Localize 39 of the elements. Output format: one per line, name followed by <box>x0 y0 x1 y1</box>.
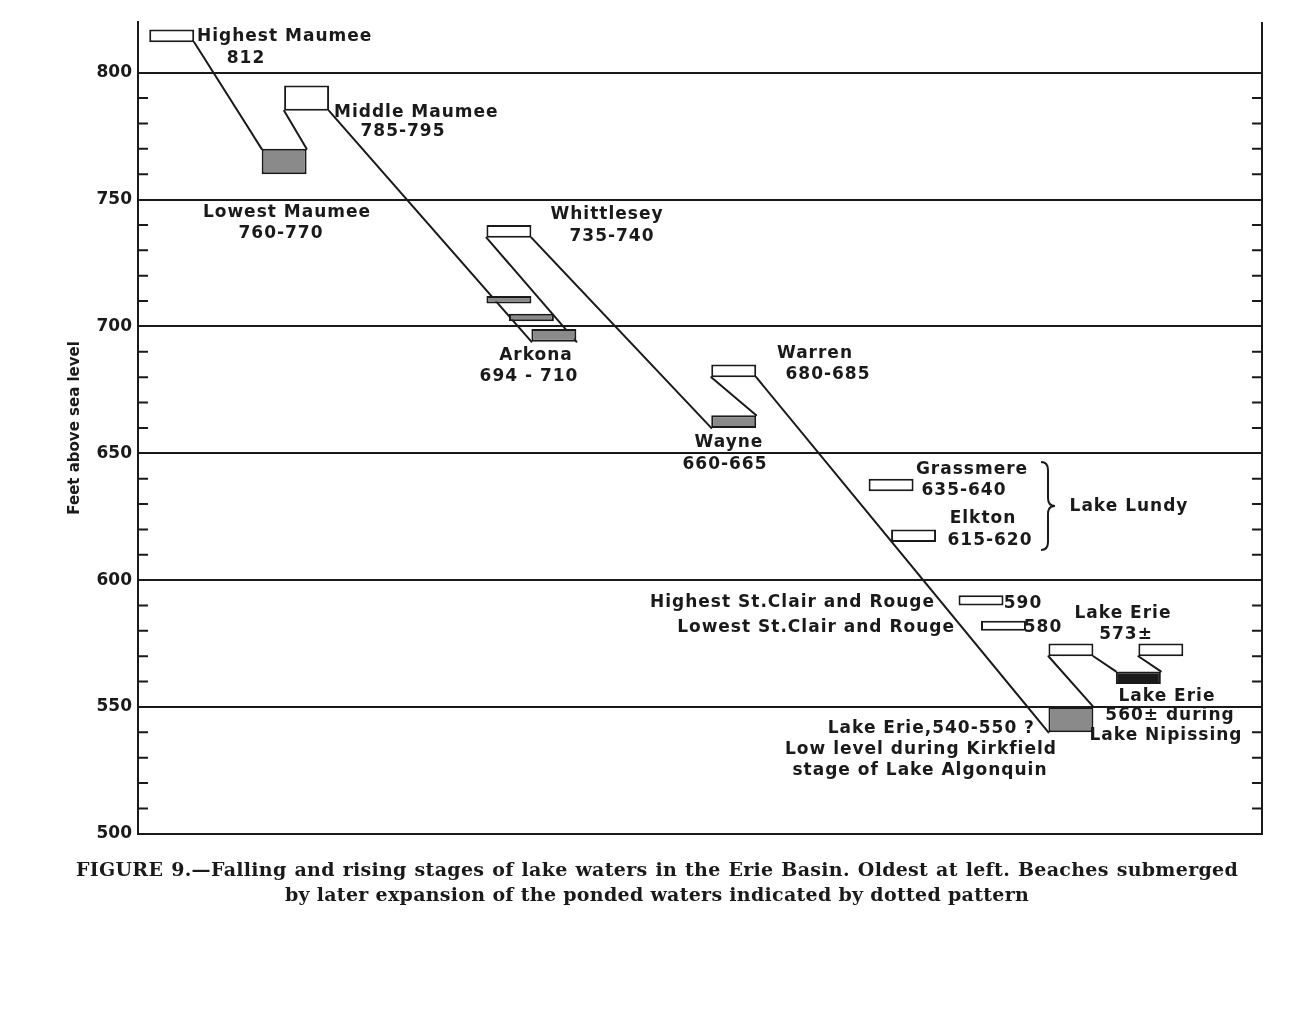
annotation: stage of Lake Algonquin <box>792 759 1048 780</box>
annotation: Elkton <box>949 507 1017 528</box>
annotation: 735-740 <box>569 225 655 246</box>
y-tick-label: 750 <box>96 188 133 208</box>
annotation: Arkona <box>499 344 573 365</box>
annotation: 694 - 710 <box>479 365 579 386</box>
y-tick-label: 650 <box>96 441 133 462</box>
annotation: Highest St.Clair and Rouge <box>650 591 935 612</box>
annotation: 680-685 <box>785 363 871 384</box>
annotation: 785-795 <box>360 120 446 141</box>
annotation: 760-770 <box>238 222 324 243</box>
y-tick-label: 600 <box>96 568 133 589</box>
y-axis-title: Feet above sea level <box>64 341 83 515</box>
annotation: Wayne <box>694 431 764 452</box>
annotation: Lake Nipissing <box>1089 724 1243 745</box>
annotation: Grassmere <box>915 458 1029 479</box>
annotation: Lake Erie <box>1074 602 1172 623</box>
annotation: 635-640 <box>921 479 1007 500</box>
annotation: 812 <box>226 47 266 68</box>
annotation: Lowest Maumee <box>202 201 372 222</box>
annotation: 660-665 <box>682 453 768 474</box>
annotation: Lake Erie <box>1118 685 1216 706</box>
y-tick-label: 550 <box>96 695 133 716</box>
annotation: Whittlesey <box>550 203 664 224</box>
annotation: Low level during Kirkfield <box>785 738 1057 759</box>
annotation: Warren <box>776 342 854 363</box>
annotation: Lake Erie,540-550 ? <box>827 717 1035 738</box>
text: FIGURE 9.—Falling and rising stages of lake waters in the Erie Basin. Oldest at left. Beaches submerged by later expansion of the ponded waters indicated by dotted pattern <box>76 857 1238 907</box>
annotation: Lake Lundy <box>1069 495 1189 516</box>
annotation: 615-620 <box>947 529 1033 550</box>
annotation: 573± <box>1099 623 1153 644</box>
annotation: Lowest St.Clair and Rouge <box>677 616 955 637</box>
annotation: Middle Maumee <box>334 101 499 122</box>
y-tick-label: 500 <box>96 822 133 843</box>
annotation: 580 <box>1023 616 1063 637</box>
annotation: 590 <box>1003 592 1043 613</box>
y-tick-label: 800 <box>96 61 133 82</box>
annotation: Highest Maumee <box>197 25 373 46</box>
y-tick-label: 700 <box>96 314 133 335</box>
